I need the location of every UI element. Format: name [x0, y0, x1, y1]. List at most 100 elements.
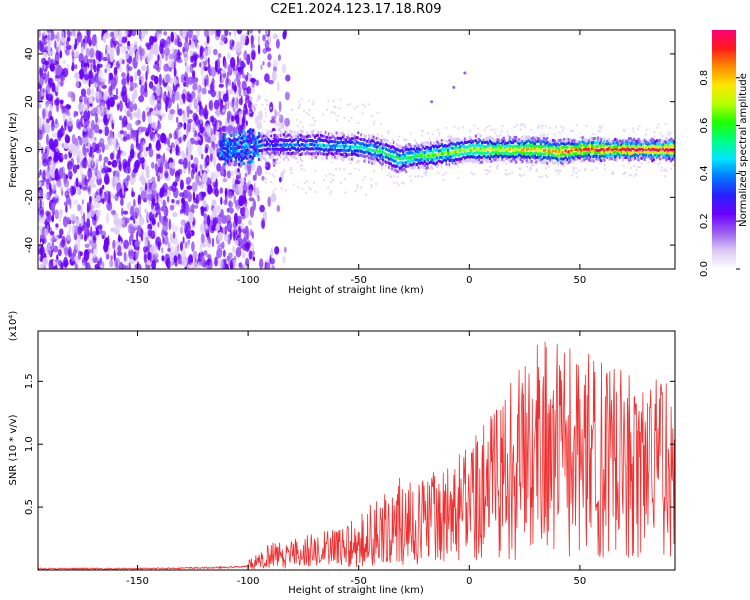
heatmap-cell	[306, 155, 309, 159]
heatmap-cell	[310, 156, 313, 160]
heatmap-cell	[142, 110, 146, 123]
heatmap-cell	[124, 45, 127, 53]
heatmap-cell	[179, 136, 183, 143]
heatmap-cell	[160, 215, 164, 225]
heatmap-cell	[177, 168, 183, 175]
heatmap-cell	[580, 159, 583, 163]
heatmap-cell	[521, 140, 524, 143]
heatmap-cell	[546, 140, 549, 144]
heatmap-cell	[497, 150, 499, 153]
heatmap-cell	[326, 148, 329, 152]
heatmap-cell	[106, 167, 112, 173]
heatmap-cell	[434, 149, 437, 153]
heatmap-cell	[276, 162, 279, 164]
heatmap-cell	[400, 168, 403, 172]
heatmap-cell	[296, 135, 299, 139]
heatmap-cell	[628, 140, 631, 144]
heatmap-cell	[223, 60, 228, 70]
heatmap-cell	[560, 142, 563, 146]
heatmap-cell	[209, 30, 215, 36]
heatmap-cell	[562, 165, 565, 168]
heatmap-cell	[79, 137, 83, 146]
heatmap-cell	[473, 159, 476, 163]
heatmap-cell	[225, 150, 228, 154]
heatmap-cell	[352, 141, 355, 145]
heatmap-cell	[381, 162, 385, 166]
heatmap-cell	[664, 175, 667, 178]
heatmap-cell	[569, 159, 572, 163]
heatmap-cell	[464, 159, 467, 163]
heatmap-cell	[549, 156, 552, 160]
heatmap-cell	[97, 224, 103, 229]
heatmap-cell	[236, 153, 239, 157]
heatmap-cell	[233, 194, 236, 204]
heatmap-cell	[237, 60, 241, 68]
heatmap-cell	[364, 134, 368, 138]
heatmap-cell	[223, 235, 229, 242]
heatmap-cell	[301, 129, 304, 133]
heatmap-cell	[474, 134, 477, 138]
heatmap-cell	[556, 158, 560, 162]
heatmap-cell	[263, 138, 266, 141]
heatmap-cell	[370, 114, 373, 117]
heatmap-cell	[433, 141, 436, 145]
heatmap-cell	[648, 154, 651, 158]
heatmap-cell	[206, 214, 210, 227]
heatmap-cell	[256, 141, 259, 145]
heatmap-cell	[314, 169, 317, 172]
heatmap-cell	[262, 157, 265, 161]
heatmap-cell	[238, 85, 242, 97]
heatmap-cell	[105, 212, 110, 224]
heatmap-cell	[89, 257, 94, 265]
heatmap-cell	[179, 241, 184, 252]
heatmap-cell	[270, 134, 273, 138]
heatmap-cell	[513, 148, 516, 152]
heatmap-cell	[38, 30, 41, 38]
heatmap-cell	[423, 163, 426, 167]
heatmap-cell	[315, 134, 318, 138]
heatmap-cell	[187, 118, 193, 123]
heatmap-cell	[589, 159, 592, 162]
heatmap-cell	[268, 134, 272, 138]
heatmap-cell	[236, 30, 243, 35]
heatmap-cell	[245, 142, 248, 145]
heatmap-cell	[358, 168, 361, 171]
heatmap-cell	[265, 150, 268, 154]
heatmap-cell	[457, 138, 460, 142]
heatmap-cell	[249, 206, 254, 218]
heatmap-cell	[626, 147, 629, 151]
heatmap-cell	[566, 161, 569, 165]
heatmap-cell	[645, 147, 648, 151]
heatmap-cell	[445, 127, 448, 129]
heatmap-cell	[425, 148, 428, 151]
heatmap-cell	[300, 98, 303, 101]
heatmap-cell	[671, 146, 674, 149]
heatmap-cell	[444, 171, 447, 174]
heatmap-cell	[238, 200, 242, 206]
heatmap-cell	[538, 125, 540, 128]
heatmap-cell	[586, 141, 589, 145]
heatmap-cell	[659, 132, 662, 135]
heatmap-cell	[650, 137, 652, 139]
heatmap-cell	[487, 144, 490, 148]
heatmap-cell	[106, 200, 113, 211]
heatmap-cell	[242, 162, 245, 166]
heatmap-cell	[39, 199, 42, 209]
heatmap-cell	[355, 140, 358, 144]
heatmap-cell	[166, 196, 170, 203]
heatmap-cell	[399, 167, 402, 171]
heatmap-cell	[405, 164, 408, 168]
heatmap-cell	[169, 88, 173, 95]
heatmap-cell	[86, 88, 92, 96]
heatmap-cell	[608, 157, 611, 161]
heatmap-cell	[453, 162, 456, 166]
heatmap-cell	[312, 143, 315, 147]
heatmap-cell	[327, 132, 330, 136]
heatmap-cell	[463, 136, 466, 139]
heatmap-cell	[443, 141, 447, 144]
heatmap-cell	[561, 146, 564, 149]
heatmap-cell	[264, 143, 267, 147]
heatmap-cell	[181, 93, 186, 101]
heatmap-cell	[411, 147, 414, 151]
heatmap-cell	[354, 138, 357, 142]
